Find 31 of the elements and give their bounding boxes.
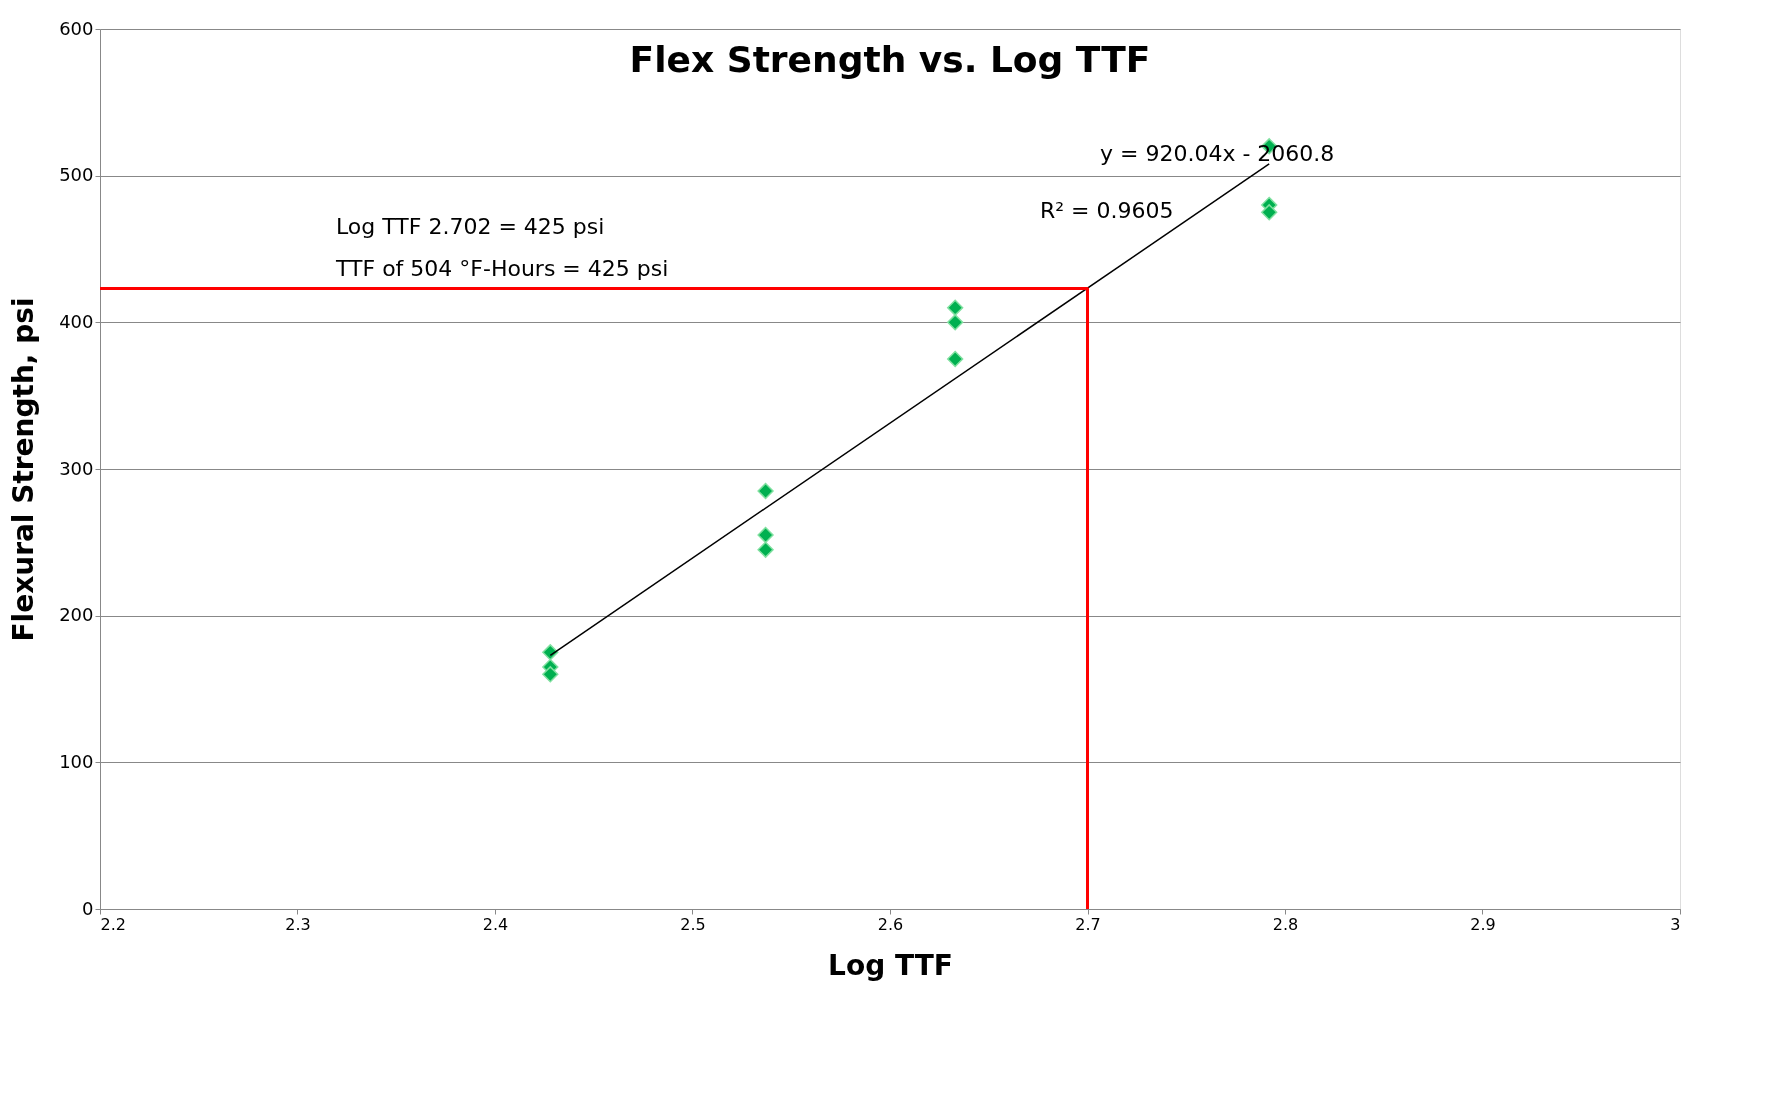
- point: [947, 350, 964, 368]
- point: [757, 541, 774, 558]
- y-tick-label: 0: [82, 897, 94, 919]
- x-tick-label: 2.7: [1075, 914, 1101, 934]
- y-tick-label: 100: [59, 750, 94, 772]
- x-tick-label: 2.6: [877, 914, 904, 934]
- x-tick-label: 2.8: [1272, 914, 1299, 934]
- y-tick-label: 500: [59, 164, 94, 186]
- y-tick-label: 400: [59, 310, 94, 332]
- x-tick-label: 2.2: [100, 914, 126, 934]
- annotation: TTF of 504 °F-Hours = 425 psi: [335, 256, 669, 281]
- x-tick-label: 3: [1670, 914, 1681, 934]
- x-tick-label: 2.5: [680, 914, 706, 934]
- point: [947, 314, 964, 331]
- point: [947, 299, 964, 316]
- x-tick-label: 2.3: [285, 914, 311, 934]
- y-axis-title: Flexural Strength, psi: [7, 297, 41, 642]
- y-tick-label: 600: [59, 17, 94, 39]
- chart-title: Flex Strength vs. Log TTF: [629, 39, 1151, 80]
- point: [1261, 204, 1278, 221]
- annotation: Log TTF 2.702 = 425 psi: [336, 214, 605, 239]
- x-tick-label: 2.9: [1470, 914, 1496, 934]
- annotation: y = 920.04x - 2060.8: [1100, 141, 1335, 166]
- y-tick-label: 200: [59, 604, 94, 626]
- x-tick-label: 2.4: [482, 914, 509, 934]
- point: [542, 666, 559, 683]
- x-axis-title: Log TTF: [828, 948, 953, 982]
- point: [757, 526, 774, 544]
- y-tick-label: 300: [59, 457, 94, 479]
- annotation: R² = 0.9605: [1040, 198, 1174, 223]
- point: [757, 482, 774, 500]
